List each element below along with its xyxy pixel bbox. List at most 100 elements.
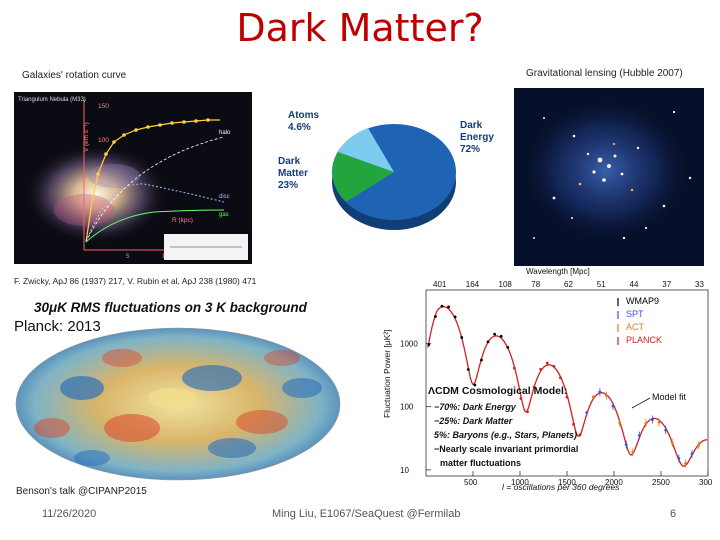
model-line: matter fluctuations <box>440 458 521 468</box>
lensing-starfield <box>514 88 704 266</box>
model-fit-pointer <box>631 397 651 409</box>
spectrum-data-point <box>447 305 450 309</box>
legend-entry: ACT <box>626 322 645 332</box>
wavelength-axis-label: Wavelength [Mpc] <box>526 268 590 276</box>
x-tick-label: 2500 <box>652 478 670 487</box>
lensing-image <box>514 88 704 266</box>
spectrum-data-point <box>486 340 490 344</box>
spectrum-data-point <box>473 383 477 387</box>
spectrum-data-point <box>559 376 562 380</box>
spectrum-x-ticks: 500 1000 1500 2000 2500 3000 <box>464 471 717 487</box>
x-tick-label: 2000 <box>605 478 623 487</box>
lensing-caption: Gravitational lensing (Hubble 2007) <box>526 68 683 79</box>
atoms-pct: 4.6% <box>288 122 311 133</box>
spectrum-data-point <box>526 410 529 414</box>
cmb-fluctuations <box>34 349 322 466</box>
disc-label: disc <box>219 194 230 200</box>
wavelength-tick: 164 <box>466 280 480 289</box>
model-fit-label: Model fit <box>652 392 687 402</box>
wavelength-tick: 51 <box>597 280 606 289</box>
rotation-y-tick: 50 <box>98 173 106 180</box>
cmb-panel: 30μK RMS fluctuations on 3 K background <box>12 298 344 484</box>
rotation-y-tick: 100 <box>98 137 109 144</box>
model-line: −25%: Dark Matter <box>434 416 513 426</box>
spectrum-legend: WMAP9 SPT ACT PLANCK <box>617 296 662 345</box>
spectrum-data-point <box>453 315 457 319</box>
spectrum-data-point <box>460 336 464 339</box>
rotation-curve-plot: Triangulum Nebula (M33) 150 100 50 V (km… <box>14 92 252 264</box>
slide-title: Dark Matter? <box>236 6 484 50</box>
wavelength-tick: 37 <box>662 280 671 289</box>
footer-date: 11/26/2020 <box>42 508 97 520</box>
spectrum-data-point <box>578 433 582 437</box>
spectrum-data-point <box>552 364 556 368</box>
dark-matter-label-1: Dark <box>278 156 301 167</box>
disc-curve <box>85 183 225 243</box>
spectrum-data-point <box>539 367 543 371</box>
spectrum-data-point <box>466 368 470 371</box>
wavelength-tick: 401 <box>433 280 447 289</box>
pie-slice-dark-matter <box>332 152 394 202</box>
legend-entry: PLANCK <box>626 335 662 345</box>
rotation-y-tick: 150 <box>98 103 109 110</box>
wavelength-ticks: 401 164 108 78 62 51 44 37 33 <box>433 280 704 289</box>
dark-energy-label-2: Energy <box>460 132 494 143</box>
dark-matter-pct: 23% <box>278 180 298 191</box>
spectrum-data-point <box>506 346 510 349</box>
gas-label: gas <box>219 212 229 218</box>
footer-author: Ming Liu, E1067/SeaQuest @Fermilab <box>272 508 461 520</box>
spectrum-data-point <box>565 395 569 399</box>
rotation-curve-image: Triangulum Nebula (M33) 150 100 50 V (km… <box>14 92 252 264</box>
halo-label: halo <box>219 130 231 136</box>
rotation-ylabel: V (km s⁻¹) <box>83 122 90 152</box>
galaxy-image <box>24 144 168 244</box>
spectrum-xlabel: l = oscillations per 360 degrees <box>502 482 620 492</box>
x-tick-label: 3000 <box>699 478 712 487</box>
spectrum-data-point <box>572 422 575 426</box>
spectrum-data-point <box>440 304 444 308</box>
spectrum-data-point <box>532 385 536 389</box>
wavelength-tick: 78 <box>531 280 540 289</box>
energy-budget-pie: Atoms 4.6% Dark Energy 72% Dark Matter 2… <box>278 110 494 230</box>
spectrum-ylabel: Fluctuation Power [μK²] <box>382 329 392 418</box>
dark-matter-label-2: Matter <box>278 168 308 179</box>
rotation-x-tick: 5 <box>126 254 130 260</box>
x-tick-label: 1500 <box>558 478 576 487</box>
lensed-arcs <box>578 142 634 192</box>
cmb-sky-map <box>15 327 341 481</box>
source-note: Benson's talk @CIPANP2015 <box>16 486 147 497</box>
x-tick-label: 1000 <box>511 478 529 487</box>
y-tick-label: 100 <box>400 403 414 412</box>
spectrum-data-point <box>519 397 523 400</box>
pie-slice-atoms <box>338 128 394 172</box>
spectrum-data-point <box>427 343 431 347</box>
spectrum-data-point <box>499 334 503 338</box>
wavelength-tick: 62 <box>564 280 573 289</box>
model-title: ΛCDM Cosmological Model: <box>428 385 567 397</box>
spectrum-data-point <box>512 366 516 370</box>
cmb-heading: 30μK RMS fluctuations on 3 K background <box>34 300 307 315</box>
wavelength-tick: 108 <box>499 280 513 289</box>
spectrum-data-point <box>480 358 483 362</box>
spectrum-data-point <box>591 395 595 399</box>
wavelength-tick: 33 <box>695 280 704 289</box>
power-spectrum-panel: Wavelength [Mpc] 401 164 108 78 62 51 44 37 33 F… <box>376 267 717 492</box>
rotation-curve-caption: Galaxies' rotation curve <box>22 70 127 81</box>
halo-curve <box>85 136 225 243</box>
rotation-xlabel: R (kpc) <box>172 217 193 224</box>
model-line: −70%: Dark Energy <box>434 402 517 412</box>
dark-energy-pct: 72% <box>460 144 480 155</box>
y-tick-label: 1000 <box>400 339 418 348</box>
dark-matter-halo <box>520 96 692 244</box>
spectrum-y-ticks: 1000 100 10 <box>400 339 431 475</box>
rotation-plot-header: Triangulum Nebula (M33) <box>18 97 86 103</box>
observed-rotation-curve <box>85 119 220 243</box>
wavelength-tick: 44 <box>630 280 639 289</box>
spectrum-data-point <box>545 361 549 365</box>
spectrum-data-points <box>427 304 700 468</box>
spectrum-data-point <box>493 332 497 336</box>
model-line: 5%: Baryons (e.g., Stars, Planets) <box>434 430 577 440</box>
gas-curve <box>85 209 225 243</box>
atoms-label: Atoms <box>288 110 320 121</box>
power-spectrum-chart: Wavelength [Mpc] 401 164 108 78 62 51 44 37 33 F… <box>376 267 717 492</box>
